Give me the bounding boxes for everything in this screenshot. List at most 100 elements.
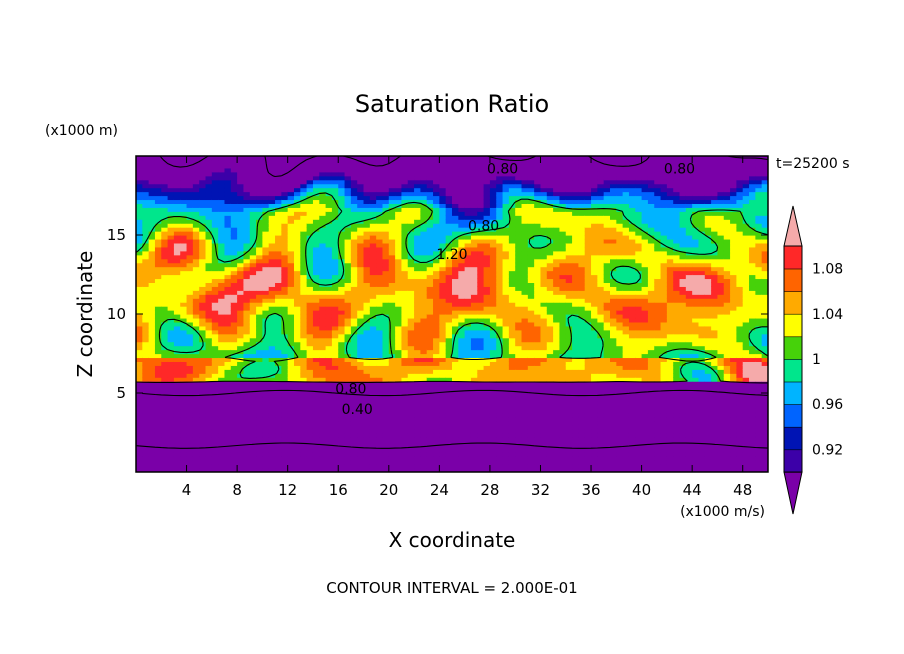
heatmap-cell	[502, 235, 510, 240]
heatmap-cell	[186, 396, 194, 402]
heatmap-cell	[433, 179, 440, 185]
heatmap-cell	[319, 250, 327, 256]
heatmap-cell	[407, 242, 415, 248]
heatmap-cell	[136, 195, 143, 201]
heatmap-cell	[300, 361, 308, 366]
heatmap-cell	[186, 211, 194, 216]
heatmap-cell	[483, 298, 491, 303]
heatmap-cell	[439, 377, 447, 382]
heatmap-cell	[414, 207, 421, 212]
heatmap-cell	[256, 227, 263, 232]
heatmap-cell	[388, 365, 396, 370]
heatmap-cell	[483, 317, 491, 323]
heatmap-cell	[464, 456, 472, 461]
heatmap-cell	[199, 278, 207, 283]
heatmap-cell	[167, 231, 175, 236]
heatmap-cell	[452, 211, 459, 216]
heatmap-cell	[148, 179, 156, 185]
heatmap-cell	[382, 223, 390, 228]
heatmap-cell	[173, 235, 181, 240]
heatmap-cell	[180, 199, 188, 204]
heatmap-cell	[521, 428, 529, 434]
heatmap-cell	[439, 203, 447, 208]
heatmap-cell	[426, 452, 434, 457]
heatmap-cell	[502, 242, 510, 248]
heatmap-cell	[515, 187, 523, 193]
heatmap-cell	[173, 456, 181, 461]
heatmap-cell	[148, 396, 156, 402]
heatmap-cell	[243, 199, 251, 204]
heatmap-cell	[186, 270, 194, 276]
heatmap-cell	[496, 432, 504, 438]
heatmap-cell	[420, 235, 428, 240]
heatmap-cell	[496, 298, 504, 303]
heatmap-cell	[287, 377, 295, 382]
heatmap-cell	[136, 290, 143, 295]
heatmap-cell	[527, 456, 535, 461]
heatmap-cell	[161, 175, 169, 181]
heatmap-cell	[401, 223, 409, 228]
heatmap-cell	[527, 396, 535, 402]
heatmap-cell	[268, 361, 276, 366]
heatmap-cell	[344, 238, 352, 244]
heatmap-cell	[218, 231, 226, 236]
heatmap-cell	[407, 211, 415, 216]
heatmap-cell	[357, 262, 365, 268]
heatmap-cell	[167, 373, 175, 378]
heatmap-cell	[294, 412, 301, 418]
heatmap-cell	[414, 179, 421, 185]
heatmap-cell	[287, 270, 295, 276]
heatmap-cell	[401, 306, 409, 311]
heatmap-cell	[319, 349, 327, 355]
heatmap-cell	[173, 444, 181, 449]
heatmap-cell	[211, 171, 219, 177]
heatmap-cell	[483, 223, 491, 228]
heatmap-cell	[300, 333, 308, 339]
heatmap-cell	[489, 195, 497, 201]
heatmap-cell	[180, 227, 188, 232]
heatmap-cell	[205, 412, 213, 418]
heatmap-cell	[199, 404, 207, 410]
heatmap-cell	[256, 412, 263, 418]
heatmap-cell	[521, 468, 529, 472]
heatmap-cell	[148, 341, 156, 347]
heatmap-cell	[401, 448, 409, 453]
heatmap-cell	[275, 325, 282, 331]
heatmap-cell	[230, 444, 238, 449]
heatmap-cell	[363, 452, 371, 457]
heatmap-cell	[515, 381, 523, 386]
heatmap-cell	[483, 163, 491, 169]
heatmap-cell	[445, 219, 453, 224]
heatmap-cell	[199, 345, 207, 351]
heatmap-cell	[401, 227, 409, 232]
heatmap-cell	[224, 400, 232, 406]
heatmap-cell	[433, 420, 440, 426]
heatmap-cell	[420, 420, 428, 426]
heatmap-cell	[161, 448, 169, 453]
heatmap-cell	[439, 369, 447, 374]
heatmap-cell	[173, 242, 181, 248]
heatmap-cell	[426, 389, 434, 394]
heatmap-cell	[312, 396, 320, 402]
heatmap-cell	[426, 290, 434, 295]
heatmap-cell	[483, 408, 491, 414]
heatmap-cell	[243, 219, 251, 224]
heatmap-cell	[294, 393, 301, 398]
heatmap-cell	[205, 317, 213, 323]
heatmap-cell	[464, 373, 472, 378]
heatmap-cell	[218, 187, 226, 193]
heatmap-cell	[452, 464, 459, 469]
heatmap-cell	[489, 171, 497, 177]
heatmap-cell	[148, 436, 156, 441]
heatmap-cell	[325, 211, 333, 216]
heatmap-cell	[338, 203, 346, 208]
heatmap-cell	[376, 274, 384, 280]
heatmap-cell	[445, 294, 453, 299]
heatmap-cell	[376, 444, 384, 449]
heatmap-cell	[350, 432, 358, 438]
heatmap-cell	[502, 298, 510, 303]
heatmap-cell	[268, 329, 276, 335]
heatmap-cell	[420, 460, 428, 465]
heatmap-cell	[167, 302, 175, 307]
heatmap-cell	[515, 282, 523, 287]
